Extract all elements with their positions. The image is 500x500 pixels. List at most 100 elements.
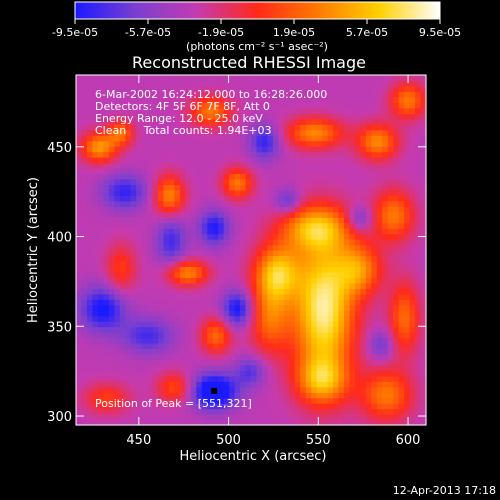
heatmap-cell — [103, 102, 110, 109]
heatmap-cell — [316, 271, 323, 278]
heatmap-cell — [294, 118, 301, 125]
heatmap-cell — [294, 370, 301, 377]
heatmap-cell — [261, 129, 269, 136]
heatmap-cell — [130, 195, 137, 202]
heatmap-cell — [174, 282, 181, 289]
heatmap-cell — [371, 397, 378, 404]
heatmap-cell — [327, 277, 334, 284]
heatmap-cell — [360, 189, 367, 196]
heatmap-cell — [163, 189, 170, 196]
heatmap-cell — [305, 321, 312, 328]
heatmap-cell — [179, 364, 186, 371]
heatmap-cell — [311, 85, 318, 93]
heatmap-cell — [404, 162, 411, 169]
heatmap-cell — [338, 200, 345, 207]
heatmap-cell — [322, 293, 329, 300]
heatmap-cell — [196, 146, 203, 153]
heatmap-cell — [174, 255, 181, 262]
heatmap-cell — [207, 184, 214, 191]
heatmap-cell — [360, 381, 367, 388]
heatmap-cell — [382, 217, 389, 224]
heatmap-cell — [240, 288, 247, 295]
heatmap-cell — [81, 206, 88, 213]
heatmap-cell — [365, 348, 372, 355]
heatmap-cell — [420, 173, 427, 180]
heatmap-cell — [261, 195, 269, 202]
heatmap-cell — [152, 222, 159, 229]
heatmap-cell — [158, 288, 165, 295]
heatmap-cell — [92, 85, 99, 93]
heatmap-cell — [185, 124, 192, 131]
heatmap-cell — [158, 124, 165, 131]
heatmap-cell — [409, 178, 416, 185]
heatmap-cell — [305, 151, 312, 158]
heatmap-cell — [305, 135, 312, 142]
heatmap-cell — [283, 129, 290, 136]
heatmap-cell — [147, 304, 154, 311]
heatmap-cell — [234, 310, 241, 317]
heatmap-cell — [185, 337, 192, 344]
heatmap-cell — [338, 206, 345, 213]
heatmap-cell — [333, 113, 340, 120]
heatmap-cell — [371, 315, 378, 322]
heatmap-cell — [261, 293, 269, 300]
heatmap-cell — [158, 157, 165, 164]
heatmap-cell — [267, 288, 274, 295]
heatmap-cell — [267, 342, 274, 350]
heatmap-cell — [261, 299, 269, 306]
heatmap-cell — [147, 195, 154, 202]
heatmap-cell — [322, 157, 329, 164]
heatmap-cell — [81, 140, 88, 147]
heatmap-cell — [185, 266, 192, 273]
heatmap-cell — [179, 403, 186, 410]
heatmap-cell — [158, 244, 165, 251]
heatmap-cell — [103, 96, 110, 103]
heatmap-cell — [256, 255, 263, 262]
heatmap-cell — [354, 408, 361, 415]
heatmap-cell — [393, 397, 400, 404]
heatmap-cell — [76, 129, 83, 136]
heatmap-cell — [218, 299, 225, 306]
heatmap-cell — [92, 348, 99, 355]
heatmap-cell — [376, 91, 383, 98]
heatmap-cell — [76, 113, 83, 120]
heatmap-cell — [272, 200, 279, 207]
heatmap-cell — [283, 321, 290, 328]
heatmap-cell — [125, 408, 132, 415]
heatmap-cell — [267, 206, 274, 213]
heatmap-cell — [185, 250, 192, 257]
heatmap-cell — [322, 102, 329, 109]
heatmap-cell — [245, 167, 252, 175]
heatmap-cell — [376, 348, 383, 355]
heatmap-cell — [365, 135, 372, 142]
heatmap-cell — [201, 80, 208, 87]
heatmap-cell — [218, 332, 225, 339]
heatmap-cell — [223, 282, 230, 289]
heatmap-cell — [311, 173, 318, 180]
heatmap-cell — [185, 80, 192, 87]
heatmap-cell — [393, 184, 400, 191]
heatmap-cell — [409, 271, 416, 278]
heatmap-cell — [86, 332, 94, 339]
heatmap-cell — [163, 113, 170, 120]
heatmap-cell — [376, 124, 383, 131]
heatmap-cell — [92, 107, 99, 114]
heatmap-cell — [207, 211, 214, 218]
heatmap-cell — [201, 315, 208, 322]
heatmap-cell — [174, 184, 181, 191]
heatmap-cell — [130, 403, 137, 410]
heatmap-cell — [97, 173, 104, 180]
heatmap-cell — [223, 184, 230, 191]
heatmap-cell — [185, 75, 192, 82]
heatmap-cell — [147, 135, 154, 142]
heatmap-cell — [245, 375, 252, 382]
heatmap-cell — [354, 244, 361, 251]
heatmap-cell — [349, 293, 356, 300]
heatmap-cell — [114, 293, 121, 300]
heatmap-cell — [354, 381, 361, 388]
heatmap-cell — [92, 222, 99, 229]
heatmap-cell — [251, 124, 258, 131]
heatmap-cell — [327, 359, 334, 366]
heatmap-cell — [125, 299, 132, 306]
heatmap-cell — [322, 189, 329, 196]
